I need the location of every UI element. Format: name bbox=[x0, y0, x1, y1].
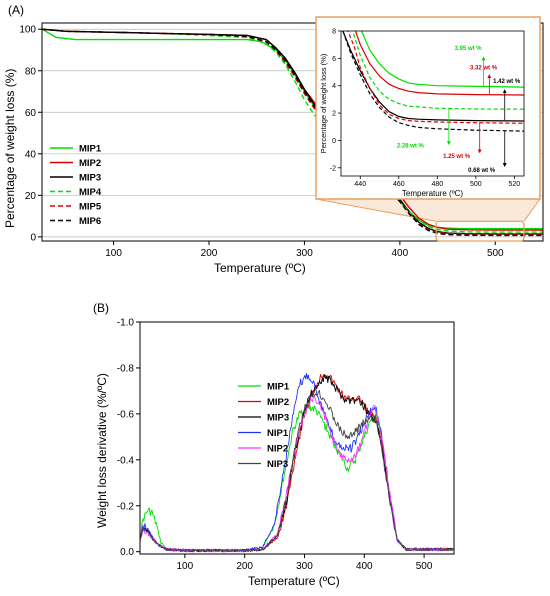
panel-b-x-tick-label: 500 bbox=[416, 561, 433, 572]
inset-series-mip3 bbox=[342, 31, 524, 122]
panel-b-y-tick-label: -1.0 bbox=[117, 318, 135, 329]
legend-label-mip2: MIP2 bbox=[79, 158, 101, 169]
legend-label-mip6: MIP6 bbox=[79, 216, 101, 227]
annotation-label-mip2: 3.32 wt % bbox=[470, 65, 498, 71]
panel-a-zoom-callout bbox=[315, 198, 541, 222]
legend-b-label-mip1: MIP1 bbox=[267, 382, 290, 393]
inset-y-tick-label: 8 bbox=[332, 29, 336, 36]
panel-a-x-tick-label: 300 bbox=[296, 248, 313, 259]
inset-plot-frame bbox=[340, 30, 525, 177]
panel-a-series-mip6 bbox=[41, 28, 543, 237]
inset-y-axis-label: Percentage of weight loss (%) bbox=[319, 53, 328, 153]
panel-a-y-axis-label: Percentage of weight loss (%) bbox=[3, 69, 17, 228]
inset-x-tick-label: 480 bbox=[431, 181, 443, 188]
panel-b-y-ticks: 0.0 -0.2 -0.4 -0.6 -0.8 -1.0 bbox=[117, 318, 140, 558]
inset-series-mip4 bbox=[352, 31, 524, 110]
panel-b: (B) 100 200 300 400 500 0.0 -0.2 -0.4 -0.6 -0.8 -… bbox=[93, 301, 455, 588]
panel-a-y-tick-label: 100 bbox=[19, 25, 36, 36]
panel-b-series bbox=[139, 372, 455, 553]
panel-a-x-axis-label: Temperature (ºC) bbox=[214, 261, 306, 275]
panel-a-x-tick-label: 100 bbox=[105, 248, 122, 259]
inset-y-tick-label: 6 bbox=[332, 56, 336, 63]
panel-a-x-tick-label: 500 bbox=[487, 248, 504, 259]
inset-series-mip1 bbox=[360, 31, 524, 88]
panel-a-inset: 440 460 480 500 520 -2 0 2 4 6 8 Temperature (ºC) Pe… bbox=[315, 16, 541, 200]
panel-b-y-axis-label: Weight loss derivative (%/ºC) bbox=[95, 373, 109, 528]
panel-a-x-ticks: 100 200 300 400 500 bbox=[105, 241, 504, 259]
annotation-label-mip5: 1.25 wt % bbox=[443, 154, 471, 160]
panel-a-x-tick-label: 200 bbox=[201, 248, 218, 259]
annotation-label-mip4: 2.28 wt % bbox=[397, 143, 425, 149]
inset-x-tick-label: 460 bbox=[393, 181, 405, 188]
panel-a-plot-frame bbox=[41, 22, 544, 242]
inset-x-tick-label: 520 bbox=[509, 181, 521, 188]
panel-b-x-ticks: 100 200 300 400 500 bbox=[177, 554, 433, 572]
panel-b-legend: MIP1 MIP2 MIP3 NIP1 NIP2 NIP3 bbox=[238, 382, 290, 470]
legend-label-mip3: MIP3 bbox=[79, 173, 101, 184]
legend-b-label-mip3: MIP3 bbox=[267, 413, 289, 424]
panel-a-y-tick-label: 20 bbox=[25, 191, 37, 202]
inset-series-mip2 bbox=[354, 31, 524, 96]
inset-series-mip5 bbox=[347, 31, 524, 124]
panel-a-y-ticks: 0 20 40 60 80 100 bbox=[19, 25, 42, 243]
panel-b-series-nip3 bbox=[139, 389, 455, 553]
inset-y-tick-label: 2 bbox=[332, 111, 336, 118]
legend-label-mip1: MIP1 bbox=[79, 144, 102, 155]
legend-label-mip4: MIP4 bbox=[79, 187, 102, 198]
legend-b-label-nip2: NIP2 bbox=[267, 444, 288, 455]
legend-b-label-mip2: MIP2 bbox=[267, 397, 289, 408]
panel-b-y-tick-label: -0.8 bbox=[117, 363, 135, 374]
panel-a-legend: MIP1 MIP2 MIP3 MIP4 MIP5 MIP6 bbox=[50, 144, 102, 227]
panel-b-series-mip2 bbox=[139, 374, 455, 553]
legend-b-label-nip1: NIP1 bbox=[267, 428, 289, 439]
panel-b-plot-frame bbox=[139, 321, 455, 555]
panel-a-label: (A) bbox=[8, 3, 24, 17]
inset-frame bbox=[315, 16, 541, 200]
inset-y-tick-label: 0 bbox=[332, 138, 336, 145]
panel-b-label: (B) bbox=[93, 301, 109, 315]
panel-b-y-tick-label: -0.4 bbox=[117, 455, 135, 466]
inset-series-mip6 bbox=[342, 31, 524, 132]
panel-b-x-axis-label: Temperature (ºC) bbox=[248, 574, 340, 588]
inset-y-tick-label: -2 bbox=[330, 165, 336, 172]
panel-b-x-tick-label: 400 bbox=[356, 561, 373, 572]
panel-a-y-tick-label: 0 bbox=[30, 232, 36, 243]
annotation-label-mip6: 0.68 wt % bbox=[468, 168, 496, 174]
zoom-region-box bbox=[435, 220, 525, 242]
inset-x-tick-label: 500 bbox=[470, 181, 482, 188]
panel-a-y-tick-label: 80 bbox=[25, 66, 37, 77]
inset-x-axis-label: Temperature (ºC) bbox=[402, 189, 463, 198]
panel-b-y-tick-label: 0.0 bbox=[120, 547, 134, 558]
panel-b-x-tick-label: 100 bbox=[177, 561, 194, 572]
panel-b-series-nip1 bbox=[139, 372, 455, 553]
panel-a-x-tick-label: 400 bbox=[392, 248, 409, 259]
legend-label-mip5: MIP5 bbox=[79, 202, 102, 213]
panel-b-x-tick-label: 300 bbox=[296, 561, 313, 572]
panel-a-y-tick-label: 40 bbox=[25, 149, 37, 160]
panel-b-series-mip3 bbox=[139, 374, 455, 553]
inset-x-tick-label: 440 bbox=[354, 181, 366, 188]
annotation-label-mip1: 3.95 wt % bbox=[455, 46, 483, 52]
inset-series bbox=[342, 31, 524, 132]
panel-b-y-tick-label: -0.2 bbox=[117, 501, 135, 512]
panel-b-y-tick-label: -0.6 bbox=[117, 409, 135, 420]
panel-b-series-mip1 bbox=[139, 404, 455, 553]
legend-b-label-nip3: NIP3 bbox=[267, 459, 288, 470]
inset-y-tick-label: 4 bbox=[332, 83, 336, 90]
panel-b-x-tick-label: 200 bbox=[236, 561, 253, 572]
zoom-connector-line bbox=[523, 198, 541, 222]
zoom-connector-fill bbox=[316, 199, 540, 222]
annotation-label-mip3: 1.42 wt % bbox=[493, 79, 521, 85]
panel-a-y-tick-label: 60 bbox=[25, 108, 37, 119]
